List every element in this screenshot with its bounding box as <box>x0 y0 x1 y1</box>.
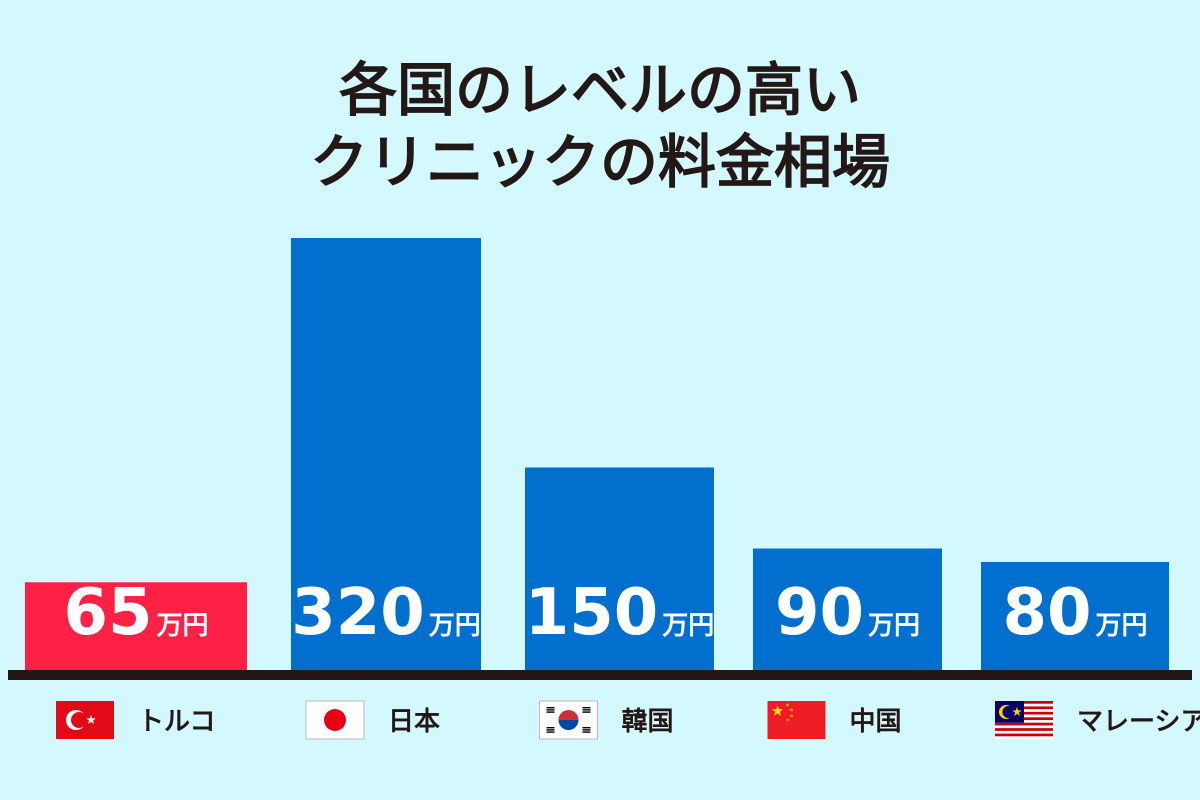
data-label-3: 150 万円 <box>525 576 715 650</box>
data-label-value: 65 <box>63 576 152 650</box>
category-labels: トルコ 日本 韓国 中国 マレーシア <box>56 700 1200 740</box>
china-flag-icon <box>767 701 826 739</box>
japan-flag-icon <box>305 700 365 740</box>
data-label-unit: 万円 <box>868 611 920 641</box>
data-label-value: 80 <box>1002 576 1091 650</box>
category-label-3: 韓国 <box>622 707 674 737</box>
bar-2 <box>291 238 481 670</box>
bar-3 <box>525 467 714 670</box>
bar-1 <box>25 582 247 670</box>
data-label-unit: 万円 <box>157 611 209 641</box>
chart-title-line-1: 各国のレベルの高い <box>339 56 861 124</box>
category-label-5: マレーシア <box>1077 707 1200 737</box>
data-label-value: 90 <box>775 576 864 650</box>
bar-5 <box>981 562 1169 670</box>
korea-flag-icon <box>539 700 598 740</box>
data-label-unit: 万円 <box>1096 611 1148 641</box>
data-label-value: 150 <box>525 576 659 650</box>
turkey-flag-icon <box>56 701 114 739</box>
bar-4 <box>753 548 942 670</box>
data-label-unit: 万円 <box>662 611 714 641</box>
bars: 65 万円 320 万円 150 万円 90 万円 80 万円 <box>25 238 1169 670</box>
data-label-unit: 万円 <box>429 611 481 641</box>
category-label-4: 中国 <box>850 707 902 737</box>
data-label-5: 80 万円 <box>1002 576 1147 650</box>
data-label-value: 320 <box>291 576 425 650</box>
category-label-1: トルコ <box>138 707 215 737</box>
baseline <box>8 670 1192 680</box>
data-label-2: 320 万円 <box>291 576 481 650</box>
data-label-1: 65 万円 <box>63 576 208 650</box>
category-label-2: 日本 <box>388 707 440 737</box>
malaysia-flag-icon <box>995 701 1053 740</box>
data-label-4: 90 万円 <box>775 576 920 650</box>
chart-title-line-2: クリニックの料金相場 <box>310 128 890 196</box>
